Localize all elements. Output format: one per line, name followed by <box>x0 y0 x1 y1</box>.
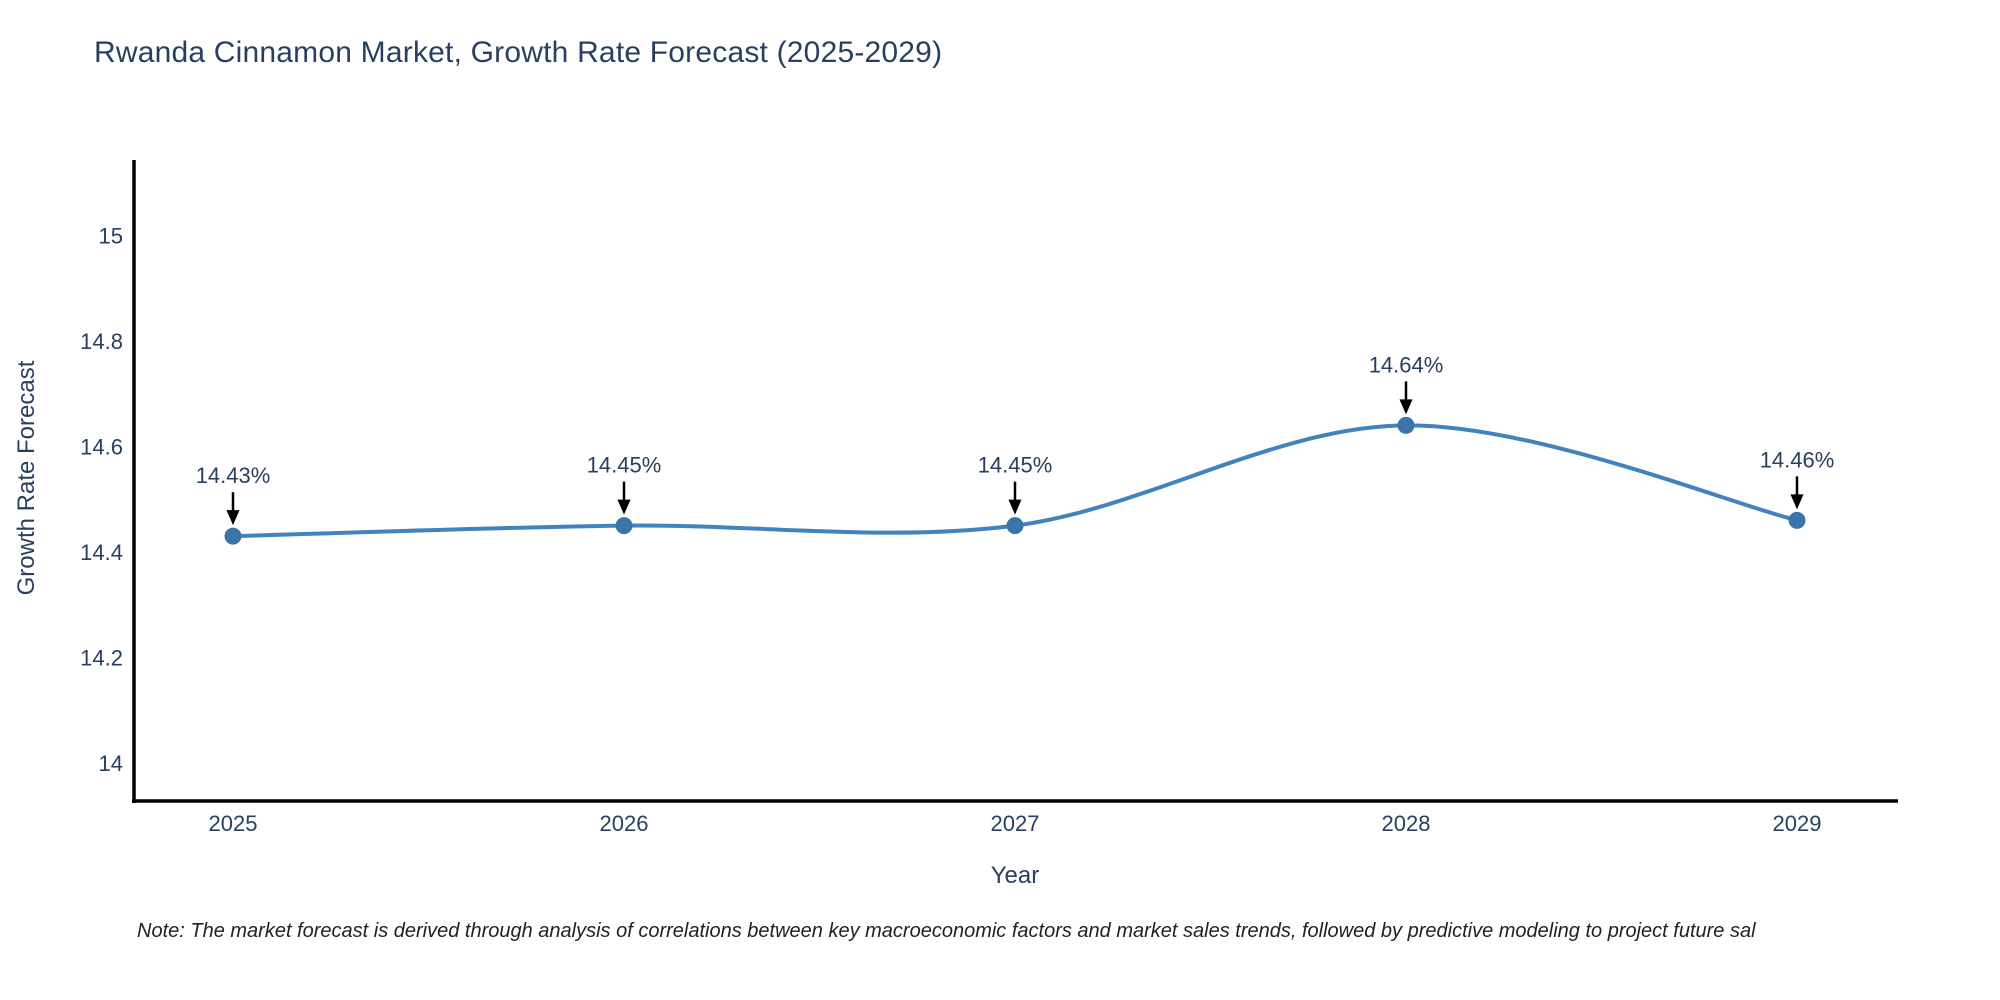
annotation-arrow-head <box>226 510 240 526</box>
annotation-label: 14.46% <box>1760 447 1835 472</box>
annotation-arrow-head <box>617 499 631 515</box>
footnote: Note: The market forecast is derived thr… <box>137 920 1756 942</box>
data-point-marker <box>1006 517 1024 535</box>
data-point-marker <box>615 517 633 535</box>
annotation-label: 14.45% <box>978 453 1053 478</box>
x-tick-label: 2028 <box>1382 811 1431 836</box>
y-tick-label: 14.2 <box>80 646 123 671</box>
data-point-marker <box>1397 416 1415 434</box>
x-tick-label: 2027 <box>991 811 1040 836</box>
x-tick-label: 2026 <box>600 811 649 836</box>
x-tick-label: 2025 <box>209 811 258 836</box>
y-tick-label: 14.4 <box>80 540 123 565</box>
data-point-marker <box>224 527 242 545</box>
annotation-arrow-head <box>1008 499 1022 515</box>
annotation-label: 14.43% <box>196 463 271 488</box>
x-tick-label: 2029 <box>1773 811 1822 836</box>
annotation-label: 14.45% <box>587 453 662 478</box>
y-tick-label: 14 <box>99 751 123 776</box>
y-axis-title: Growth Rate Forecast <box>13 360 40 596</box>
y-tick-label: 15 <box>99 224 123 249</box>
data-point-marker <box>1788 511 1806 529</box>
annotation-label: 14.64% <box>1369 352 1444 377</box>
annotation-arrow-head <box>1399 399 1413 415</box>
y-tick-label: 14.6 <box>80 435 123 460</box>
y-tick-label: 14.8 <box>80 329 123 354</box>
annotation-arrow-head <box>1790 494 1804 510</box>
x-axis-title: Year <box>990 862 1040 889</box>
chart-title: Rwanda Cinnamon Market, Growth Rate Fore… <box>94 36 943 69</box>
